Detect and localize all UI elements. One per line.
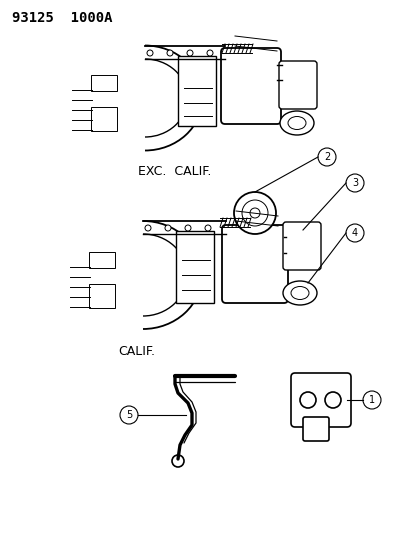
Ellipse shape xyxy=(290,287,308,300)
Circle shape xyxy=(147,50,153,56)
FancyBboxPatch shape xyxy=(178,56,216,126)
FancyBboxPatch shape xyxy=(91,107,117,131)
Circle shape xyxy=(185,225,190,231)
Ellipse shape xyxy=(282,281,316,305)
Circle shape xyxy=(249,208,259,218)
Text: 4: 4 xyxy=(351,228,357,238)
Circle shape xyxy=(299,392,315,408)
Circle shape xyxy=(171,455,183,467)
FancyBboxPatch shape xyxy=(282,222,320,270)
FancyBboxPatch shape xyxy=(89,284,115,308)
Circle shape xyxy=(362,391,380,409)
Text: CALIF.: CALIF. xyxy=(118,345,154,358)
Text: 93125  1000A: 93125 1000A xyxy=(12,11,112,25)
FancyBboxPatch shape xyxy=(89,252,115,268)
Circle shape xyxy=(166,50,173,56)
Ellipse shape xyxy=(279,111,313,135)
FancyBboxPatch shape xyxy=(302,417,328,441)
FancyBboxPatch shape xyxy=(278,61,316,109)
Text: EXC.  CALIF.: EXC. CALIF. xyxy=(138,165,211,178)
Circle shape xyxy=(233,192,275,234)
Circle shape xyxy=(165,225,171,231)
FancyBboxPatch shape xyxy=(176,231,214,303)
Text: 5: 5 xyxy=(126,410,132,420)
Circle shape xyxy=(206,50,212,56)
Circle shape xyxy=(120,406,138,424)
FancyBboxPatch shape xyxy=(91,75,117,91)
Circle shape xyxy=(187,50,192,56)
Circle shape xyxy=(345,174,363,192)
FancyBboxPatch shape xyxy=(221,225,287,303)
Circle shape xyxy=(324,392,340,408)
Circle shape xyxy=(345,224,363,242)
Circle shape xyxy=(317,148,335,166)
Circle shape xyxy=(145,225,151,231)
FancyBboxPatch shape xyxy=(221,48,280,124)
Circle shape xyxy=(242,200,267,226)
Ellipse shape xyxy=(287,117,305,130)
FancyBboxPatch shape xyxy=(290,373,350,427)
Text: 3: 3 xyxy=(351,178,357,188)
Text: 2: 2 xyxy=(323,152,329,162)
Text: 1: 1 xyxy=(368,395,374,405)
Circle shape xyxy=(204,225,211,231)
